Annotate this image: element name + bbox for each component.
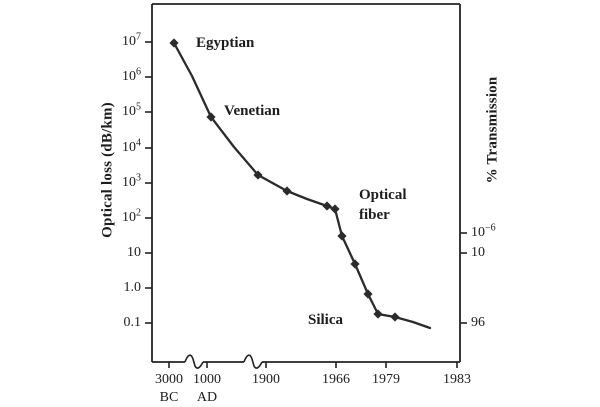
left-tick-label-base: 10 [127, 245, 141, 260]
right-tick-label-base: 96 [471, 315, 485, 330]
left-tick-label-exponent: 6 [136, 66, 141, 78]
right-tick-label-base: 10 [471, 225, 485, 240]
data-point-diamond [206, 112, 216, 122]
left-tick-label-base: 10 [122, 210, 136, 225]
left-tick-label: 10 [84, 243, 141, 262]
left-tick-label-base: 10 [122, 104, 136, 119]
x-tick-label: 1979 [356, 370, 416, 389]
axis-break-squiggle [243, 354, 263, 369]
data-point-diamond [253, 170, 263, 180]
x-tick-label: 1983 [427, 370, 487, 389]
right-tick-label: 10−6 [471, 223, 496, 242]
x-tick-label-base: 1000 [193, 372, 221, 387]
data-point-diamond [330, 204, 340, 214]
left-tick-label-base: 10 [122, 34, 136, 49]
left-tick-label-base: 10 [122, 140, 136, 155]
data-point-diamond [282, 186, 292, 196]
left-tick-label-exponent: 3 [136, 172, 141, 184]
annotation-optical-fiber-line2: fiber [359, 207, 390, 223]
annotation-venetian: Venetian [224, 103, 281, 119]
axis-break-squiggle [184, 354, 204, 369]
x-tick-era-label: BC [139, 388, 199, 407]
left-tick-label: 1.0 [84, 278, 142, 297]
left-tick-label: 102 [84, 208, 141, 227]
x-tick-era-label: AD [177, 388, 237, 407]
data-point-diamond [390, 312, 400, 322]
left-tick-label-exponent: 7 [136, 31, 141, 43]
left-tick-label: 104 [84, 138, 141, 157]
right-tick-label: 10 [471, 243, 485, 262]
annotation-silica: Silica [308, 312, 344, 328]
data-point-diamond [373, 309, 383, 319]
x-tick-label-base: 1983 [443, 372, 471, 387]
x-tick-era-label-base: BC [159, 390, 179, 405]
x-tick-label-base: 1900 [252, 372, 280, 387]
x-tick-label-base: 3000 [155, 372, 183, 387]
x-tick-label: 1000 [177, 370, 237, 389]
right-tick-label: 96 [471, 313, 485, 332]
left-tick-label: 103 [84, 173, 141, 192]
x-tick-label: 3000 [139, 370, 199, 389]
annotation-optical-fiber-line1: Optical [359, 187, 407, 203]
data-point-diamond [350, 259, 360, 269]
left-tick-label-base: 1.0 [123, 280, 142, 295]
x-tick-era-label-base: AD [196, 390, 218, 405]
right-axis-title: % Transmission [484, 76, 501, 184]
left-tick-label: 0.1 [84, 313, 142, 332]
left-tick-label: 105 [84, 102, 141, 121]
left-tick-label-base: 0.1 [123, 315, 142, 330]
x-tick-label: 1900 [236, 370, 296, 389]
x-tick-label: 1966 [306, 370, 366, 389]
left-tick-label-base: 10 [122, 175, 136, 190]
left-tick-label-exponent: 4 [136, 137, 141, 149]
data-point-diamond [363, 289, 373, 299]
loss-curve [172, 41, 432, 330]
right-tick-label-exponent: −6 [485, 222, 496, 234]
left-tick-label-base: 10 [122, 69, 136, 84]
x-tick-label-base: 1966 [322, 372, 350, 387]
data-point-diamond [337, 231, 347, 241]
data-point-diamond [322, 201, 332, 211]
x-tick-label-base: 1979 [372, 372, 400, 387]
left-tick-label: 106 [84, 67, 141, 86]
annotation-egyptian: Egyptian [196, 35, 255, 51]
annotation-optical-fiber: Optical fiber [359, 185, 407, 225]
data-point-diamond [169, 38, 179, 48]
left-tick-label: 107 [84, 32, 141, 51]
left-tick-label-exponent: 2 [136, 207, 141, 219]
left-tick-label-exponent: 5 [136, 101, 141, 113]
right-tick-label-base: 10 [471, 245, 485, 260]
